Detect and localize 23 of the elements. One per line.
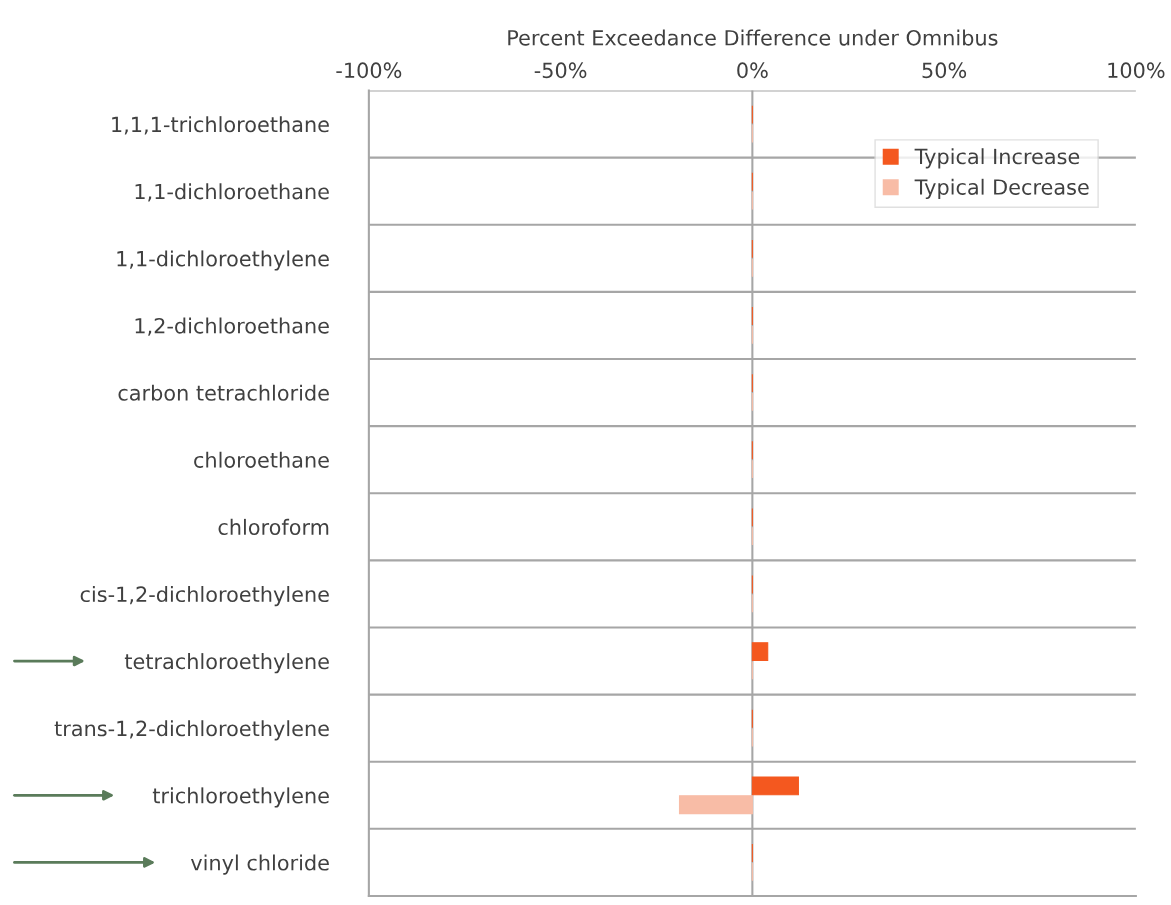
x-tick-label: -100% (336, 62, 402, 79)
bar (751, 776, 799, 796)
x-tick-label: 100% (1108, 62, 1165, 79)
legend-label: Typical Increase (914, 148, 1080, 169)
x-tick-label: 0% (737, 62, 768, 79)
y-tick-label: vinyl chloride (190, 854, 329, 875)
bar (678, 795, 753, 815)
y-tick-label: 1,1,1-trichloroethane (112, 116, 329, 135)
y-tick-label: trichloroethylene (152, 787, 329, 808)
y-tick-label: cis-1,2-dichloroethylene (80, 585, 329, 607)
y-tick-label: chloroethane (194, 451, 329, 468)
y-tick-label: tetrachloroethylene (124, 653, 329, 674)
y-tick-label: trans-1,2-dichloroethylene (54, 720, 329, 741)
x-tick-label: -50% (534, 62, 587, 79)
y-tick-label: chloroform (218, 518, 329, 535)
y-tick-label: 1,1-dichloroethylene (117, 250, 329, 271)
y-tick-label: carbon tetrachloride (118, 384, 329, 401)
bar (751, 642, 769, 662)
y-tick-label: 1,1-dichloroethane (135, 183, 329, 202)
x-axis-title: Percent Exceedance Difference under Omnibus (508, 29, 998, 46)
y-tick-label: 1,2-dichloroethane (135, 317, 329, 336)
x-tick-label: 50% (922, 62, 967, 79)
legend-label: Typical Decrease (914, 178, 1089, 199)
